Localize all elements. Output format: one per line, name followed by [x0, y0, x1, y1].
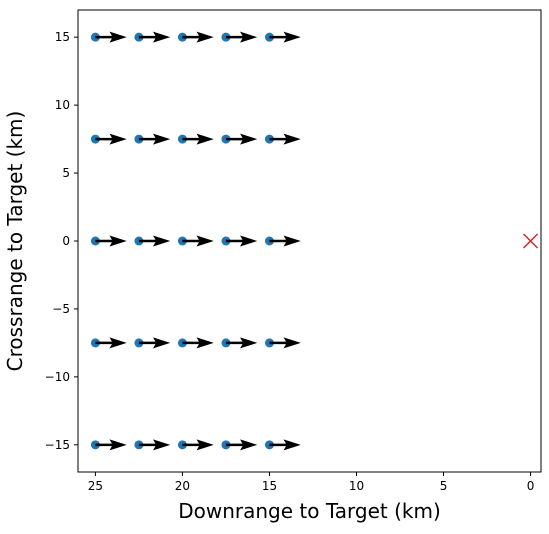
- velocity-arrow-head: [283, 133, 301, 145]
- velocity-arrow-head: [153, 31, 171, 43]
- velocity-arrow-head: [240, 337, 258, 349]
- x-tick-label: 15: [262, 479, 277, 493]
- velocity-arrow-head: [196, 439, 214, 451]
- velocity-arrow-head: [109, 235, 127, 247]
- x-tick-label: 25: [88, 479, 103, 493]
- velocity-arrow-head: [283, 337, 301, 349]
- x-tick-label: 20: [175, 479, 190, 493]
- velocity-arrow-head: [240, 235, 258, 247]
- velocity-arrow-head: [283, 439, 301, 451]
- velocity-arrow-head: [153, 337, 171, 349]
- velocity-arrow-head: [196, 235, 214, 247]
- velocity-arrow-head: [240, 133, 258, 145]
- velocity-arrow-head: [153, 235, 171, 247]
- marks-layer: [90, 31, 539, 451]
- velocity-arrow-head: [283, 235, 301, 247]
- target-marker: [523, 233, 539, 249]
- x-tick-label: 5: [440, 479, 448, 493]
- velocity-arrow-head: [196, 133, 214, 145]
- velocity-arrow-head: [109, 133, 127, 145]
- x-tick-label: 0: [527, 479, 535, 493]
- velocity-arrow-head: [153, 439, 171, 451]
- y-tick-label: −15: [45, 438, 70, 452]
- velocity-arrow-head: [196, 337, 214, 349]
- x-tick-label: 10: [349, 479, 364, 493]
- y-tick-label: 0: [62, 234, 70, 248]
- velocity-arrow-head: [109, 439, 127, 451]
- y-tick-label: −10: [45, 370, 70, 384]
- y-tick-label: 10: [55, 98, 70, 112]
- velocity-arrow-head: [283, 31, 301, 43]
- x-axis-title: Downrange to Target (km): [178, 499, 441, 523]
- y-tick-label: 15: [55, 30, 70, 44]
- y-tick-label: 5: [62, 166, 70, 180]
- velocity-arrow-head: [240, 439, 258, 451]
- plot-frame: [77, 9, 542, 473]
- velocity-arrow-head: [196, 31, 214, 43]
- axes-layer: 25 20 15 10 5 0 15 10 5 0 −5 −10 −15: [45, 30, 535, 493]
- y-tick-label: −5: [52, 302, 70, 316]
- y-axis-title: Crossrange to Target (km): [3, 111, 27, 372]
- velocity-arrow-head: [109, 31, 127, 43]
- velocity-arrow-head: [240, 31, 258, 43]
- velocity-arrow-head: [109, 337, 127, 349]
- velocity-arrow-head: [153, 133, 171, 145]
